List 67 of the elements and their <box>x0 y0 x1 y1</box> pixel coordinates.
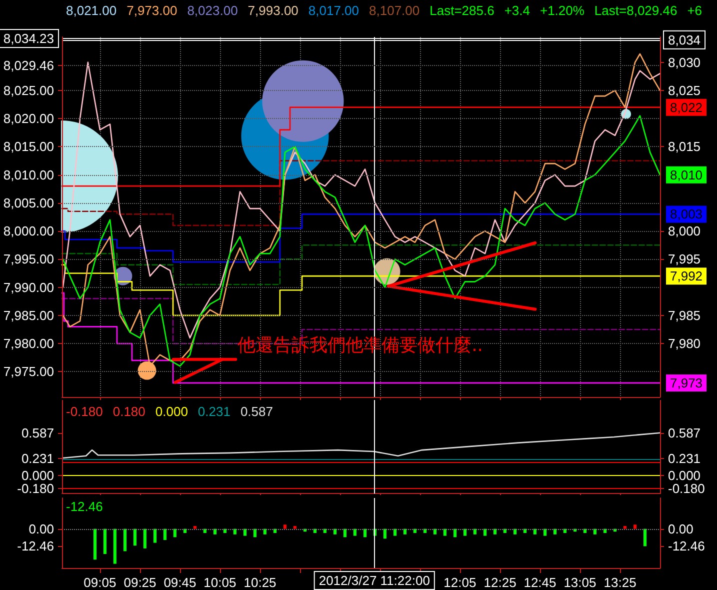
y-tick-label: 8,020.00 <box>3 111 54 126</box>
x-tick-label: 10:05 <box>204 575 236 590</box>
data-label: 7,992 <box>670 268 703 284</box>
data-label: 8,022 <box>670 100 703 115</box>
y-tick-label: 8,025.00 <box>3 82 54 98</box>
ref-line-label: 8,034 <box>668 32 701 48</box>
y-tick-label: 7,990.00 <box>3 280 54 295</box>
data-label: 8,010 <box>670 167 703 182</box>
x-tick-label: 09:25 <box>124 575 156 590</box>
ref-line-label: 2012/3/27 11:22:00 <box>318 573 430 588</box>
x-tick-label: 12:25 <box>484 575 516 590</box>
x-tick-label: 12:05 <box>444 575 476 590</box>
y2-tick-label: 7,995 <box>668 252 701 267</box>
y2-tick-label: 8,025 <box>668 82 701 98</box>
annotation: 0.000 <box>155 404 188 419</box>
y-tick-label: 0.000 <box>21 468 54 483</box>
ref-line-label: 8,034.23 <box>3 31 54 46</box>
y-tick-label: 8,029.46 <box>3 58 54 73</box>
text: 7,973.00 <box>126 3 178 18</box>
y-tick-label: -12.46 <box>17 538 54 554</box>
y2-tick-label: -0.180 <box>668 481 705 496</box>
y2-tick-label: 0.231 <box>668 451 701 466</box>
data-label: 8,003 <box>670 206 703 222</box>
y-tick-label: 8,000.00 <box>3 224 54 239</box>
y-tick-label: 7,975.00 <box>3 364 54 380</box>
y-tick-label: -0.180 <box>17 481 54 496</box>
y2-tick-label: 8,015 <box>668 139 701 154</box>
annotation: -0.180 <box>66 404 103 419</box>
data-label: 7,973 <box>670 375 703 390</box>
y-tick-label: 0.00 <box>28 521 54 536</box>
x-tick-label: 13:25 <box>604 575 636 590</box>
annotation: 0.231 <box>198 404 230 419</box>
annotation: -12.46 <box>66 499 103 514</box>
x-tick-label: 12:45 <box>524 575 556 590</box>
y2-tick-label: 0.00 <box>668 521 694 536</box>
y2-tick-label: 8,000 <box>668 224 701 239</box>
y2-tick-label: -12.46 <box>668 538 705 554</box>
y2-tick-label: 8,030 <box>668 54 701 70</box>
text: 8,107.00 <box>369 3 420 18</box>
x-tick-label: 10:25 <box>244 575 276 590</box>
text: 8,023.00 <box>187 3 238 18</box>
y-tick-label: 0.587 <box>21 425 54 440</box>
y2-tick-label: 0.587 <box>668 425 701 440</box>
y-tick-label: 8,005.00 <box>3 195 54 210</box>
text: 8,017.00 <box>308 3 360 18</box>
text: +1.20% <box>540 3 585 18</box>
x-tick-label: 13:05 <box>564 575 596 590</box>
y2-tick-label: 0.000 <box>668 468 701 483</box>
y-tick-label: 0.231 <box>21 451 54 466</box>
y-tick-label: 8,010.00 <box>3 167 54 182</box>
x-tick-label: 09:05 <box>84 575 116 590</box>
text: 8,021.00 <box>66 3 117 18</box>
y-tick-label: 7,995.00 <box>3 252 54 267</box>
x-tick-label: 09:45 <box>164 575 196 590</box>
text: +3.4 <box>504 3 530 18</box>
text: Last=285.6 <box>430 3 494 18</box>
text: 7,993.00 <box>248 3 298 18</box>
y-tick-label: 8,015.00 <box>3 139 54 154</box>
annotation: 0.180 <box>112 404 146 419</box>
text: Last=8,029.46 <box>594 3 678 18</box>
y-tick-label: 7,985.00 <box>3 308 54 323</box>
annotation: 0.587 <box>240 404 274 419</box>
annotation: 他還告訴我們他準備要做什麼.. <box>238 334 484 356</box>
y2-tick-label: 7,985 <box>668 308 701 323</box>
text: +6 <box>687 3 702 18</box>
y-tick-label: 7,980.00 <box>3 336 54 352</box>
y2-tick-label: 7,980 <box>668 336 701 352</box>
